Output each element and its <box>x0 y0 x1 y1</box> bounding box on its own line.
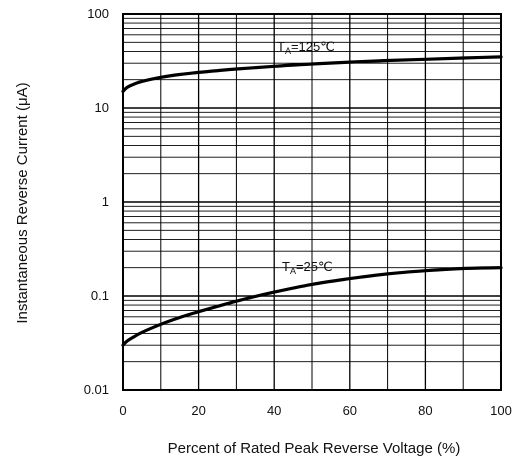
x-tick-label: 40 <box>267 403 281 418</box>
y-tick-label: 0.1 <box>91 288 109 303</box>
y-tick-label: 1 <box>102 194 109 209</box>
x-tick-label: 60 <box>343 403 357 418</box>
series-line-1 <box>121 266 503 347</box>
x-tick-label: 20 <box>191 403 205 418</box>
series-label-25c: TA=25℃ <box>282 259 333 276</box>
y-tick-label: 10 <box>95 100 109 115</box>
series-label-125c: TA=125℃ <box>277 39 335 56</box>
plot-frame <box>122 13 502 391</box>
x-tick-label: 100 <box>490 403 512 418</box>
series-line-0 <box>121 55 503 93</box>
x-tick-label: 0 <box>119 403 126 418</box>
x-tick-label: 80 <box>418 403 432 418</box>
y-tick-label: 100 <box>87 6 109 21</box>
series-lines <box>121 55 503 347</box>
x-axis-label: Percent of Rated Peak Reverse Voltage (%… <box>168 440 461 457</box>
tick-labels: 0 20 40 60 80 100 0.01 0.1 1 10 100 <box>84 6 512 418</box>
y-tick-label: 0.01 <box>84 382 109 397</box>
grid-lines <box>123 14 501 390</box>
y-axis-label: Instantaneous Reverse Current (μA) <box>14 82 31 323</box>
